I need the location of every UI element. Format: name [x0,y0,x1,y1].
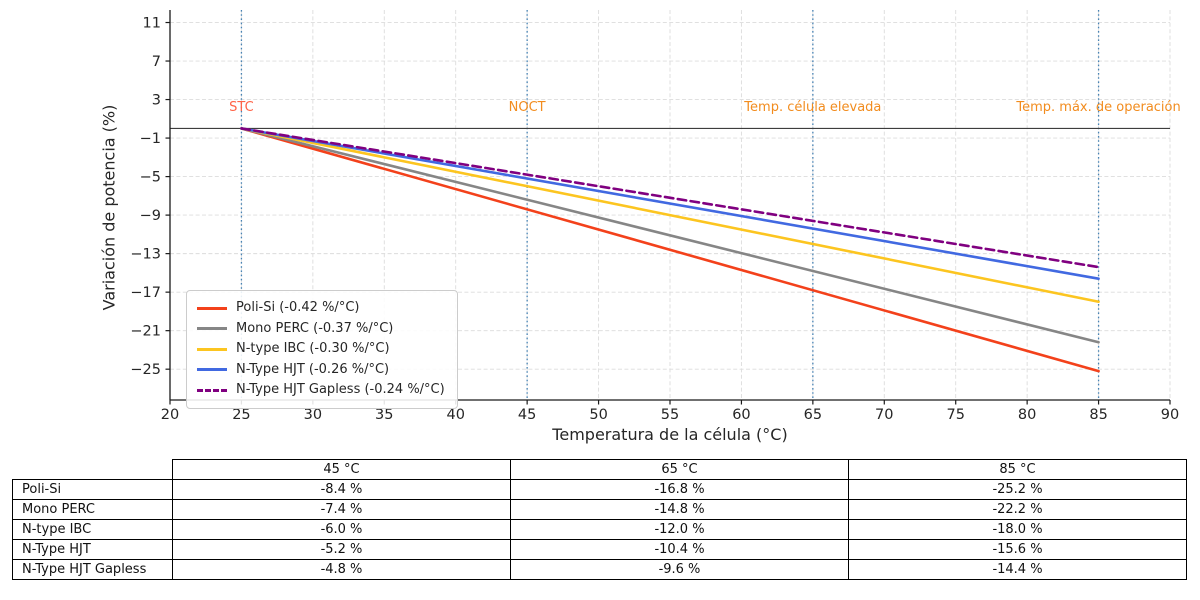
legend-line-swatch [197,388,227,392]
table-column-header: 65 °C [510,459,849,480]
table-value-cell: -14.8 % [510,499,849,520]
temperature-power-chart: 20 25 30 35 40 45 50 55 60 65 70 75 80 85 90 11 7 3 −1 −5 −9… [99,10,1181,444]
legend: Poli-Si (-0.42 %/°C) Mono PERC (-0.37 %/°… [186,290,458,409]
reference-label: NOCT [509,100,546,115]
x-tick-label: 25 [232,407,250,423]
reference-label: Temp. máx. de operación [1015,100,1180,115]
x-axis-label: Temperatura de la célula (°C) [552,425,788,444]
table-corner-cell [13,460,173,480]
x-tick-label: 55 [661,407,679,423]
table-row-label: N-Type HJT [12,539,173,560]
legend-item: N-Type HJT Gapless (-0.24 %/°C) [197,380,445,401]
legend-item: Poli-Si (-0.42 %/°C) [197,298,445,319]
x-tick-label: 60 [732,407,750,423]
legend-label: N-type IBC (-0.30 %/°C) [236,341,390,356]
y-tick-label: −9 [140,208,161,224]
x-tick-label: 20 [161,407,179,423]
x-tick-label: 85 [1089,407,1107,423]
table-header-row: 45 °C 65 °C 85 °C [13,459,1187,480]
chart-canvas: 20 25 30 35 40 45 50 55 60 65 70 75 80 85 90 11 7 3 −1 −5 −9… [130,10,1181,423]
table-column-header: 45 °C [172,459,511,480]
y-tick-label: −17 [130,285,161,301]
table-value-cell: -25.2 % [848,479,1187,500]
table-value-cell: -8.4 % [172,479,511,500]
legend-label: N-Type HJT (-0.26 %/°C) [236,361,390,377]
x-tick-label: 70 [875,407,893,423]
y-tick-label: −5 [140,170,161,186]
x-tick-label: 40 [446,407,464,423]
table-value-cell: -15.6 % [848,539,1187,560]
reference-label: Temp. célula elevada [743,100,881,115]
table-value-cell: -6.0 % [172,519,511,540]
y-tick-label: −21 [130,324,161,340]
y-tick-label: 7 [152,54,161,70]
series-line [240,127,1100,373]
table-row-label: Poli-Si [12,479,173,500]
legend-label: Poli-Si (-0.42 %/°C) [236,300,360,315]
table-value-cell: -12.0 % [510,519,849,540]
table-value-cell: -14.4 % [848,559,1187,580]
legend-line-swatch [197,368,227,372]
legend-item: N-Type HJT (-0.26 %/°C) [197,360,445,381]
x-tick-label: 35 [375,407,393,423]
table-row: N-Type HJT -5.2 % -10.4 % -15.6 % [12,539,1187,560]
series-line [240,127,1100,280]
legend-line-swatch [197,347,227,351]
table-value-cell: -18.0 % [848,519,1187,540]
table-row: Mono PERC -7.4 % -14.8 % -22.2 % [12,499,1187,520]
table-row-label: N-type IBC [12,519,173,540]
table-row-label: N-Type HJT Gapless [12,559,173,580]
table-row: Poli-Si -8.4 % -16.8 % -25.2 % [12,479,1187,500]
table-value-cell: -16.8 % [510,479,849,500]
results-table: 45 °C 65 °C 85 °C Poli-Si -8.4 % -16.8 % -25.2… [12,459,1187,580]
y-tick-label: 3 [152,93,161,109]
x-tick-label: 90 [1161,407,1179,423]
table-row-label: Mono PERC [12,499,173,520]
y-tick-label: −13 [130,247,161,263]
reference-label: STC [229,100,254,115]
legend-item: N-type IBC (-0.30 %/°C) [197,339,445,360]
table-value-cell: -9.6 % [510,559,849,580]
y-tick-label: 11 [143,16,161,32]
legend-item: Mono PERC (-0.37 %/°C) [197,319,445,340]
table-row: N-Type HJT Gapless -4.8 % -9.6 % -14.4 % [12,559,1187,580]
table-value-cell: -4.8 % [172,559,511,580]
table-value-cell: -10.4 % [510,539,849,560]
y-tick-label: −25 [130,362,161,378]
series-line [240,127,1100,344]
table-row: N-type IBC -6.0 % -12.0 % -18.0 % [12,519,1187,540]
y-tick-label: −1 [140,131,161,147]
table-value-cell: -22.2 % [848,499,1187,520]
series-line [240,127,1100,304]
legend-line-swatch [197,327,227,331]
table-value-cell: -5.2 % [172,539,511,560]
x-tick-label: 80 [1018,407,1036,423]
x-tick-label: 65 [804,407,822,423]
table-column-header: 85 °C [848,459,1187,480]
x-tick-label: 75 [946,407,964,423]
y-axis-label: Variación de potencia (%) [99,104,119,311]
x-tick-label: 45 [518,407,536,423]
table-value-cell: -7.4 % [172,499,511,520]
legend-label: N-Type HJT Gapless (-0.24 %/°C) [236,382,445,397]
x-tick-label: 30 [304,407,322,423]
legend-label: Mono PERC (-0.37 %/°C) [236,320,394,336]
series-line [240,127,1100,269]
x-tick-label: 50 [589,407,607,423]
legend-line-swatch [197,306,227,310]
